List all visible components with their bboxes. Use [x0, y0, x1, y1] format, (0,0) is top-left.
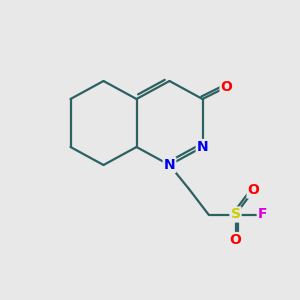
Text: O: O	[220, 80, 232, 94]
Text: N: N	[164, 158, 175, 172]
Text: F: F	[258, 208, 267, 221]
Text: S: S	[230, 208, 241, 221]
Text: O: O	[230, 233, 242, 247]
Text: N: N	[197, 140, 208, 154]
Text: O: O	[248, 184, 260, 197]
